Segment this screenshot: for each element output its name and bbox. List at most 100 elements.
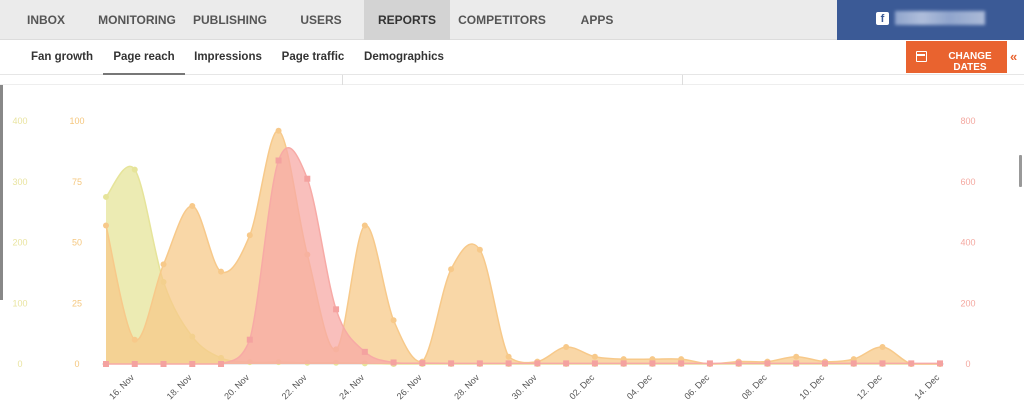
x-tick-label: 04. Dec [625, 372, 654, 401]
change-dates-button[interactable]: CHANGE DATES [906, 41, 1007, 73]
divider-segment [682, 75, 683, 85]
series-1-point [189, 203, 196, 210]
series-1-point [505, 353, 512, 360]
x-tick-label: 08. Dec [740, 372, 769, 401]
series-0-point [131, 166, 138, 173]
subtab-impressions[interactable]: Impressions [194, 51, 262, 63]
calendar-icon [916, 51, 927, 62]
change-dates-label: CHANGE DATES [948, 51, 992, 73]
series-2-point [534, 360, 541, 367]
vertical-scrollbar[interactable] [1019, 155, 1022, 187]
tab-monitoring[interactable]: MONITORING [98, 13, 176, 27]
x-tick-label: 18. Nov [165, 372, 194, 401]
series-2-point [361, 348, 368, 355]
x-tick-label: 22. Nov [280, 372, 309, 401]
series-2-point [821, 360, 828, 367]
series-1-point [591, 353, 598, 360]
y_left_outer-tick-label: 400 [12, 116, 27, 126]
series-1-point [476, 246, 483, 253]
series-1-point [275, 127, 282, 134]
collapse-panel-icon[interactable]: « [1010, 49, 1018, 64]
series-1-point [246, 232, 253, 239]
top-navigation: INBOX MONITORING PUBLISHING USERS REPORT… [0, 0, 1024, 40]
series-2-point [678, 360, 685, 367]
series-2-point [103, 361, 109, 367]
account-switcher[interactable]: f [837, 0, 1024, 40]
series-1-area [106, 130, 940, 364]
series-2-point [879, 360, 886, 367]
tab-competitors[interactable]: COMPETITORS [458, 13, 546, 27]
divider-segment [342, 75, 343, 85]
series-2-point [649, 360, 656, 367]
series-1-point [793, 353, 800, 360]
series-1-point [563, 343, 570, 350]
y_left_inner-tick-label: 75 [72, 177, 82, 187]
y_left_outer-tick-label: 300 [12, 177, 27, 187]
x-tick-label: 20. Nov [222, 372, 251, 401]
y_right-tick-label: 0 [965, 359, 970, 369]
x-tick-label: 12. Dec [855, 372, 884, 401]
y_left_outer-tick-label: 100 [12, 298, 27, 308]
tab-users[interactable]: USERS [300, 13, 342, 27]
series-2-point [706, 360, 713, 367]
series-2-point [275, 157, 282, 164]
series-1-point [103, 222, 109, 229]
x-tick-label: 02. Dec [567, 372, 596, 401]
series-2-point [505, 360, 512, 367]
series-2-point [563, 360, 570, 367]
tab-publishing[interactable]: PUBLISHING [192, 13, 267, 27]
series-2-point [937, 360, 943, 367]
series-1-point [879, 343, 886, 350]
y_left_outer-tick-label: 200 [12, 238, 27, 248]
x-tick-label: 28. Nov [452, 372, 481, 401]
series-2-point [304, 175, 311, 182]
series-2-point [908, 360, 915, 367]
series-2-point [476, 360, 483, 367]
x-tick-label: 10. Dec [797, 372, 826, 401]
x-tick-label: 06. Dec [682, 372, 711, 401]
series-1-point [448, 266, 455, 273]
series-2-point [419, 360, 426, 367]
series-1-point [361, 222, 368, 229]
subtab-fan-growth[interactable]: Fan growth [31, 51, 93, 63]
x-tick-label: 24. Nov [337, 372, 366, 401]
y_left_inner-tick-label: 100 [69, 116, 84, 126]
y_left_inner-tick-label: 0 [74, 359, 79, 369]
y_right-tick-label: 600 [960, 177, 975, 187]
series-0-point [103, 193, 109, 200]
y_left_outer-tick-label: 0 [17, 359, 22, 369]
tab-inbox[interactable]: INBOX [26, 13, 65, 27]
subtab-demographics[interactable]: Demographics [364, 51, 444, 63]
series-2-point [591, 360, 598, 367]
series-2-point [131, 361, 138, 367]
x-tick-label: 26. Nov [395, 372, 424, 401]
series-2-point [850, 360, 857, 367]
y_right-tick-label: 200 [960, 298, 975, 308]
y_right-tick-label: 400 [960, 238, 975, 248]
series-1-point [160, 261, 167, 268]
series-1-point [131, 336, 138, 343]
account-name-blurred [895, 11, 985, 25]
series-2-point [218, 361, 225, 367]
left-scroll-edge [0, 85, 3, 300]
series-2-area [106, 147, 940, 364]
tab-reports[interactable]: REPORTS [364, 0, 450, 40]
series-2-point [160, 361, 167, 367]
series-2-point [764, 360, 771, 367]
series-2-point [390, 359, 397, 366]
tab-apps[interactable]: APPS [580, 13, 614, 27]
series-2-point [793, 360, 800, 367]
series-2-point [246, 336, 253, 343]
y_right-tick-label: 800 [960, 116, 975, 126]
x-tick-label: 16. Nov [107, 372, 136, 401]
report-sub-navigation: Fan growth Page reach Impressions Page t… [0, 41, 1024, 75]
subtab-page-reach[interactable]: Page reach [103, 41, 185, 75]
facebook-icon: f [876, 12, 889, 25]
series-2-point [735, 360, 742, 367]
series-2-point [448, 360, 455, 367]
series-2-point [620, 360, 627, 367]
subtab-page-traffic[interactable]: Page traffic [281, 51, 345, 63]
y_left_inner-tick-label: 25 [72, 298, 82, 308]
x-tick-label: 14. Dec [912, 372, 941, 401]
page-reach-chart: 0 100 200 300 400 0 25 50 75 100 0 200 400 600 800 16. … [12, 116, 975, 401]
